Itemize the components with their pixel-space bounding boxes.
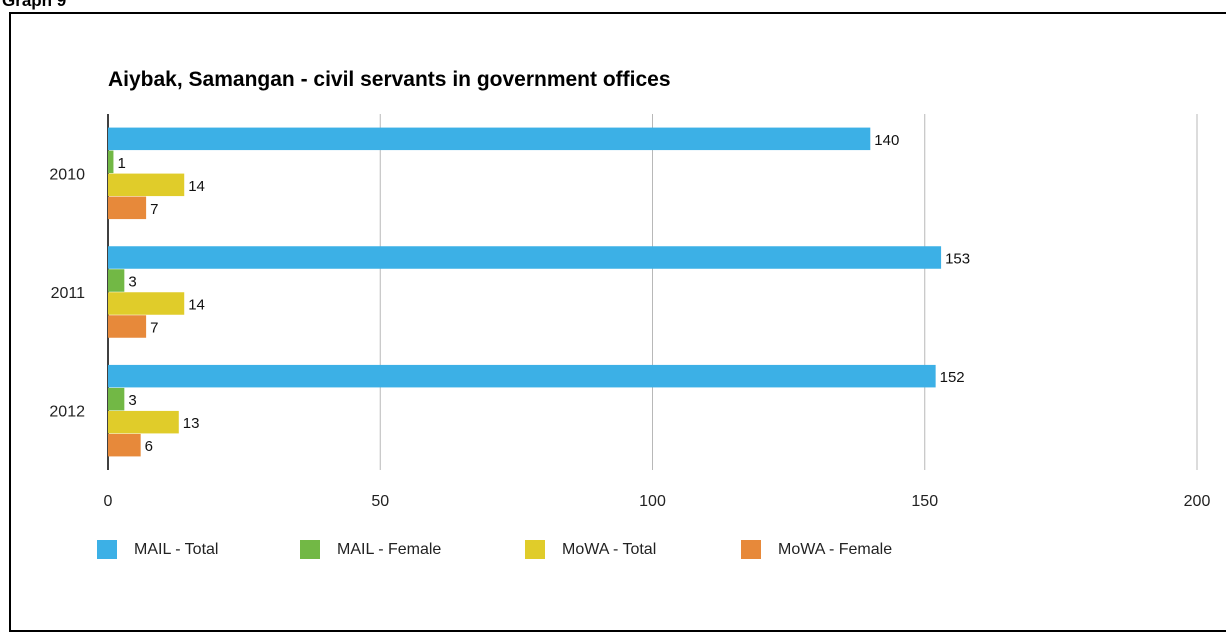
data-label: 6 bbox=[145, 438, 153, 455]
x-tick-label: 150 bbox=[911, 493, 938, 510]
data-label: 7 bbox=[150, 201, 158, 218]
data-label: 13 bbox=[183, 415, 200, 432]
x-tick-label: 200 bbox=[1184, 493, 1211, 510]
x-tick-label: 0 bbox=[104, 493, 113, 510]
data-label: 7 bbox=[150, 320, 158, 337]
bar-chart: 0 50 100 150 200 2010 140 1 14 7 2011 153 3 14 7 2012 15… bbox=[49, 114, 1211, 510]
data-label: 14 bbox=[188, 178, 205, 195]
data-label: 153 bbox=[945, 251, 970, 268]
data-label: 14 bbox=[188, 297, 205, 314]
y-category-label: 2011 bbox=[51, 285, 86, 302]
x-tick-label: 100 bbox=[639, 493, 666, 510]
data-label: 3 bbox=[128, 392, 136, 409]
bar bbox=[108, 315, 147, 338]
data-label: 1 bbox=[117, 155, 125, 172]
chart-title: Aiybak, Samangan - civil servants in gov… bbox=[108, 68, 671, 91]
figure-caption: Graph 9 bbox=[2, 0, 67, 10]
bar bbox=[108, 433, 141, 457]
x-tick-label: 50 bbox=[371, 493, 389, 510]
bar bbox=[108, 364, 936, 388]
bar bbox=[108, 196, 147, 220]
bar bbox=[108, 127, 871, 151]
bar bbox=[108, 150, 114, 174]
y-category-label: 2012 bbox=[49, 404, 85, 421]
data-label: 140 bbox=[874, 132, 899, 149]
bar bbox=[108, 387, 125, 411]
data-label: 3 bbox=[128, 274, 136, 291]
y-category-label: 2010 bbox=[49, 166, 85, 183]
bar bbox=[108, 246, 942, 269]
bar bbox=[108, 292, 185, 315]
data-label: 152 bbox=[940, 369, 965, 386]
bar bbox=[108, 173, 185, 197]
bar bbox=[108, 269, 125, 292]
bar bbox=[108, 410, 179, 434]
